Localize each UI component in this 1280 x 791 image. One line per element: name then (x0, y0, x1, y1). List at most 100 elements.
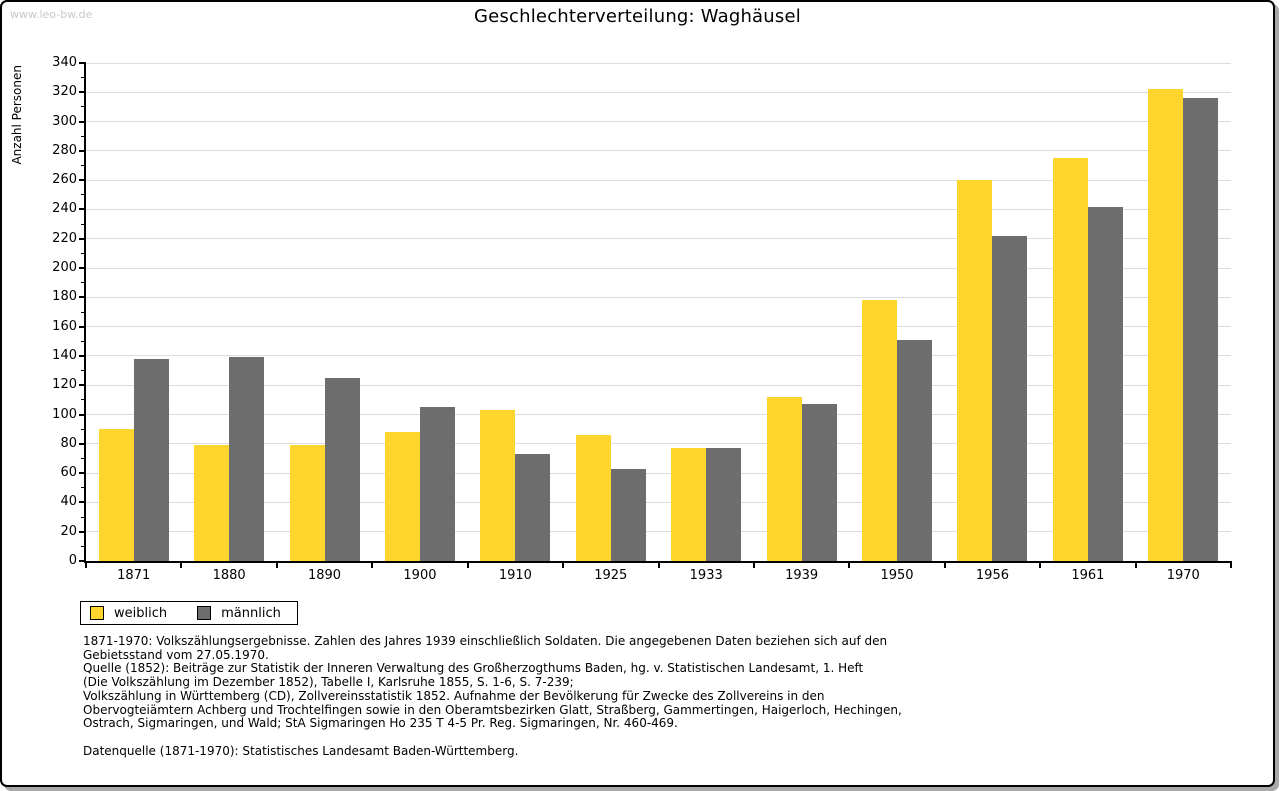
y-minor-tick (81, 399, 86, 401)
x-tick (1230, 561, 1232, 568)
bar-weiblich-1961 (1052, 158, 1088, 561)
bar-weiblich-1950 (862, 300, 898, 561)
y-major-tick (79, 530, 86, 533)
gridline (86, 384, 1231, 386)
y-major-tick (79, 91, 86, 94)
legend-item-maennlich: männlich (197, 606, 281, 621)
gridline (86, 472, 1231, 474)
y-minor-tick (81, 370, 86, 372)
y-major-tick (79, 237, 86, 240)
bar-männlich-1890 (324, 378, 360, 561)
gridline (86, 326, 1231, 328)
y-tick-label: 240 (52, 201, 77, 217)
chart-title: Geschlechterverteilung: Waghäusel (474, 6, 801, 27)
datasource-line: Datenquelle (1871-1970): Statistisches L… (83, 743, 519, 758)
x-tick-label: 1933 (689, 568, 723, 583)
footnote-line: Ostrach, Sigmaringen, und Wald; StA Sigm… (83, 716, 678, 731)
y-major-tick (79, 267, 86, 270)
plot-area: 0 20 40 60 80 100 120 140 160 180 200 220 240 260 280 3… (52, 55, 1232, 583)
bar-weiblich-1910 (480, 410, 516, 561)
x-tick-label: 1871 (117, 568, 151, 583)
gridline (86, 296, 1231, 298)
x-tick (1135, 561, 1137, 568)
bar-weiblich-1871 (98, 429, 134, 561)
footnote-lines: 1871-1970: Volkszählungsergebnisse. Zahl… (83, 634, 1233, 731)
bar-männlich-1910 (515, 454, 551, 561)
y-tick-label: 340 (52, 55, 77, 70)
y-major-tick (79, 325, 86, 328)
bar-männlich-1956 (992, 236, 1028, 561)
bar-männlich-1925 (610, 469, 646, 561)
x-tick-label: 1890 (307, 568, 342, 583)
bar-weiblich-1939 (766, 397, 802, 561)
footnote-line: Obervogteiämtern Achberg und Trochtelfin… (83, 702, 902, 717)
bar-männlich-1950 (897, 340, 933, 561)
x-tick-label: 1970 (1166, 568, 1200, 583)
gridline (86, 238, 1231, 240)
y-tick-label: 40 (60, 494, 77, 510)
x-tick-label: 1925 (594, 568, 628, 583)
footnote-line: Quelle (1852): Beiträge zur Statistik de… (83, 661, 864, 676)
y-tick-label: 0 (68, 553, 77, 568)
maennlich-swatch-icon (197, 606, 212, 620)
bar-weiblich-1880 (194, 445, 230, 561)
x-tick (1039, 561, 1041, 568)
x-tick (658, 561, 660, 568)
y-major-tick (79, 296, 86, 299)
bar-weiblich-1956 (957, 180, 993, 561)
y-tick-label: 60 (60, 465, 77, 481)
y-major-tick (79, 149, 86, 152)
footnote-line: Volkszählung in Württemberg (CD), Zollve… (83, 688, 825, 703)
y-tick-label: 120 (52, 377, 77, 393)
y-minor-tick (81, 223, 86, 225)
y-minor-tick (81, 487, 86, 489)
y-minor-tick (81, 77, 86, 79)
y-minor-tick (81, 457, 86, 459)
footnote-line: (Die Volkszählung im Dezember 1852), Tab… (83, 675, 574, 690)
x-tick (848, 561, 850, 568)
x-tick-label: 1900 (403, 568, 437, 583)
x-tick-label: 1910 (498, 568, 532, 583)
gridline (86, 414, 1231, 416)
y-minor-tick (81, 311, 86, 313)
y-major-tick (79, 62, 86, 64)
bar-weiblich-1890 (289, 445, 325, 561)
y-major-tick (79, 413, 86, 416)
footnote-gap (83, 731, 1233, 745)
y-tick-label: 100 (52, 406, 77, 422)
x-tick (467, 561, 469, 568)
y-minor-tick (81, 252, 86, 254)
bar-weiblich-1933 (671, 448, 707, 561)
y-minor-tick (81, 135, 86, 137)
bar-männlich-1900 (419, 407, 455, 561)
bar-männlich-1933 (706, 448, 742, 561)
x-tick (180, 561, 182, 568)
footnote-line: 1871-1970: Volkszählungsergebnisse. Zahl… (83, 634, 888, 648)
y-minor-tick (81, 194, 86, 196)
gridline (86, 62, 1231, 64)
y-minor-tick (81, 516, 86, 518)
x-tick (562, 561, 564, 568)
bar-weiblich-1900 (384, 432, 420, 561)
bar-männlich-1939 (801, 404, 837, 561)
y-major-tick (79, 501, 86, 504)
gridline (86, 531, 1231, 533)
x-tick-label: 1956 (975, 568, 1009, 583)
y-minor-tick (81, 165, 86, 167)
gridline (86, 501, 1231, 503)
legend-item-weiblich: weiblich (90, 606, 167, 621)
y-tick-label: 20 (60, 523, 77, 539)
y-tick-label: 80 (60, 435, 77, 451)
bar-männlich-1871 (133, 359, 169, 561)
gridline (86, 267, 1231, 269)
y-minor-tick (81, 428, 86, 430)
y-major-tick (79, 208, 86, 211)
x-tick-label: 1961 (1071, 568, 1105, 583)
y-major-tick (79, 384, 86, 387)
y-tick-label: 220 (52, 230, 77, 246)
gridline (86, 179, 1231, 181)
y-minor-tick (81, 340, 86, 342)
footnotes: 1871-1970: Volkszählungsergebnisse. Zahl… (83, 634, 1233, 758)
